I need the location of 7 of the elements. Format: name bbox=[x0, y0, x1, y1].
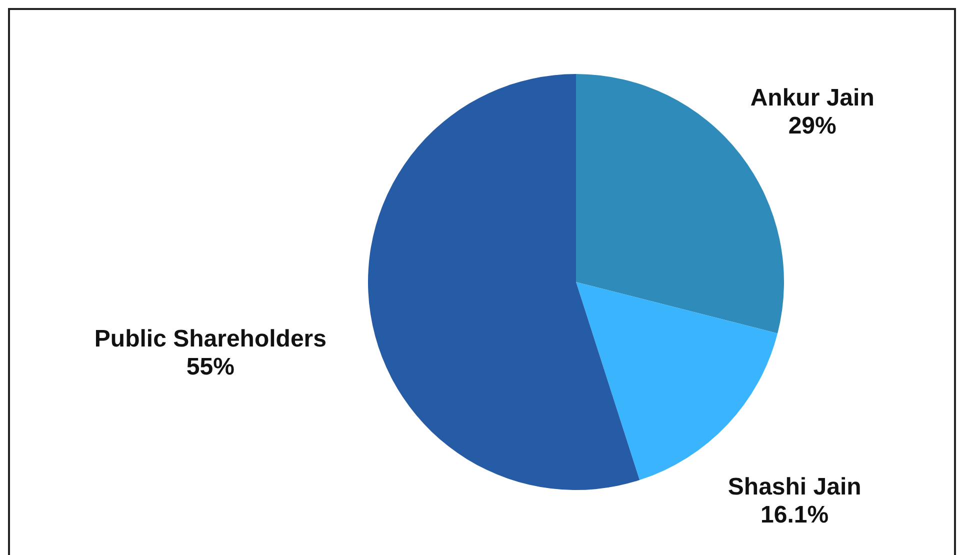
slice-label: Public Shareholders bbox=[94, 325, 326, 352]
slice-label: Shashi Jain bbox=[728, 474, 862, 501]
data-label: 29% bbox=[788, 112, 836, 140]
data-label: 16.1% bbox=[760, 502, 829, 529]
pie-slice bbox=[368, 74, 640, 490]
slice-label: Ankur Jain bbox=[750, 84, 874, 112]
data-label: 55% bbox=[186, 353, 234, 380]
